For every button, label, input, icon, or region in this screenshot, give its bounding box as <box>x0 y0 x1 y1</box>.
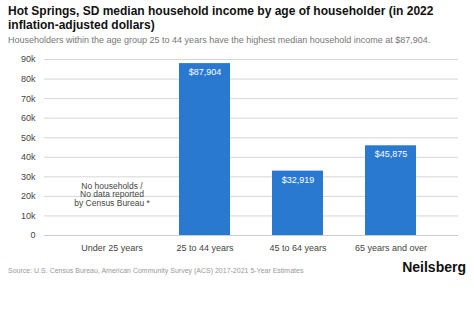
svg-text:Under 25 years: Under 25 years <box>81 242 143 252</box>
html-text:Hot Springs, SD median househo: Hot Springs, SD median household income … <box>8 4 434 32</box>
svg-text:$45,875: $45,875 <box>375 149 408 159</box>
svg-text:20k: 20k <box>21 191 36 201</box>
svg-text:$32,919: $32,919 <box>282 174 315 184</box>
svg-text:65 years and over: 65 years and over <box>355 242 427 252</box>
svg-text:30k: 30k <box>21 171 36 181</box>
html-text:Source: U.S. Census Bureau, Am: Source: U.S. Census Bureau, American Com… <box>8 266 304 274</box>
svg-text:$87,904: $87,904 <box>189 66 222 76</box>
svg-text:60k: 60k <box>21 113 36 123</box>
svg-text:0: 0 <box>30 230 35 240</box>
svg-text:70k: 70k <box>21 93 36 103</box>
svg-text:10k: 10k <box>21 210 36 220</box>
svg-text:80k: 80k <box>21 73 36 83</box>
svg-text:50k: 50k <box>21 132 36 142</box>
html-text:Householders within the age gr: Householders within the age group 25 to … <box>8 35 431 45</box>
svg-text:90k: 90k <box>21 54 36 64</box>
svg-text:45 to 64 years: 45 to 64 years <box>269 242 327 252</box>
html-text:Neilsberg: Neilsberg <box>402 258 466 275</box>
svg-text:25 to 44 years: 25 to 44 years <box>176 242 234 252</box>
svg-text:No households /No data reporte: No households /No data reportedby Census… <box>74 180 150 207</box>
svg-text:40k: 40k <box>21 152 36 162</box>
